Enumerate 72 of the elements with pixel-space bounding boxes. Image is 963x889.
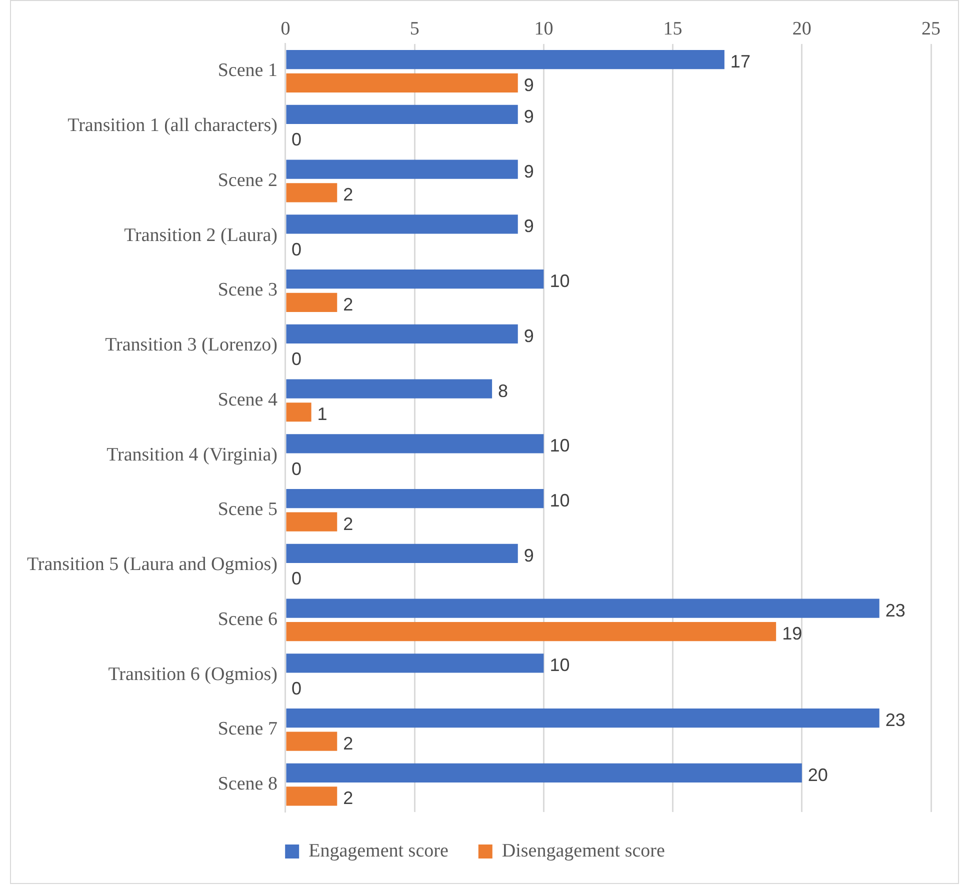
y-tick-label: Scene 8	[218, 774, 278, 795]
y-tick-label: Scene 2	[218, 170, 278, 191]
y-tick-label: Scene 4	[218, 389, 278, 410]
bar	[286, 434, 544, 454]
bar	[286, 622, 776, 642]
y-tick-label: Transition 6 (Ogmios)	[108, 664, 278, 685]
bar	[286, 73, 518, 92]
data-label: 0	[291, 349, 302, 370]
data-label: 0	[291, 568, 302, 589]
bar	[286, 544, 518, 563]
data-label: 20	[808, 764, 828, 785]
bar	[286, 379, 492, 398]
bar	[286, 402, 312, 422]
data-label: 0	[291, 458, 302, 479]
bar	[286, 324, 518, 344]
bar	[286, 488, 544, 508]
data-label: 9	[524, 216, 534, 236]
bar	[286, 512, 338, 532]
data-label: 2	[343, 184, 354, 205]
data-label: 17	[730, 52, 750, 72]
y-tick-label: Transition 2 (Laura)	[124, 224, 278, 246]
bar	[286, 654, 544, 673]
bar	[286, 598, 880, 618]
bar	[286, 214, 518, 234]
y-tick-label: Scene 6	[218, 608, 278, 630]
data-label: 9	[524, 326, 534, 346]
data-label: 10	[550, 271, 570, 292]
x-tick-label: 10	[534, 18, 554, 40]
y-tick-label: Transition 3 (Lorenzo)	[105, 334, 278, 356]
data-label: 2	[343, 514, 354, 534]
data-label: 9	[524, 74, 534, 95]
x-tick-label: 25	[922, 18, 940, 40]
data-label: 9	[524, 545, 534, 566]
bar	[286, 183, 338, 202]
y-tick-label: Scene 5	[218, 499, 278, 520]
y-tick-label: Transition 5 (Laura and Ogmios)	[26, 554, 278, 576]
y-tick-label: Scene 3	[218, 280, 278, 301]
x-tick-label: 15	[663, 18, 682, 40]
legend-label: Disengagement score	[502, 840, 665, 862]
bar	[286, 732, 338, 751]
bar	[286, 270, 544, 289]
data-label: 9	[524, 161, 534, 182]
y-tick-label: Scene 7	[218, 718, 278, 740]
data-label: 0	[291, 678, 302, 698]
y-tick-label: Transition 1 (all characters)	[68, 115, 278, 136]
data-label: 2	[343, 294, 354, 314]
legend-label: Engagement score	[308, 840, 448, 862]
bar	[286, 50, 724, 70]
data-label: 0	[291, 239, 302, 260]
data-label: 10	[550, 436, 570, 456]
x-tick-label: 5	[410, 18, 420, 40]
bar	[286, 763, 802, 782]
x-tick-label: 0	[280, 18, 290, 40]
x-tick-label: 20	[792, 18, 812, 40]
data-label: 8	[498, 380, 508, 401]
data-label: 0	[291, 130, 302, 150]
data-label: 2	[343, 733, 354, 754]
data-label: 19	[782, 624, 802, 644]
data-label: 2	[343, 788, 354, 808]
bar	[286, 786, 338, 806]
data-label: 10	[550, 655, 570, 676]
bar	[286, 708, 880, 728]
data-label: 10	[550, 490, 570, 511]
bar	[286, 104, 518, 124]
y-tick-label: Scene 1	[218, 60, 278, 82]
y-tick-label: Transition 4 (Virginia)	[106, 444, 278, 466]
data-label: 23	[885, 710, 906, 730]
bar	[286, 292, 338, 312]
data-label: 23	[885, 600, 906, 620]
data-label: 9	[524, 106, 534, 126]
bar	[286, 160, 518, 179]
data-label: 1	[317, 404, 328, 424]
